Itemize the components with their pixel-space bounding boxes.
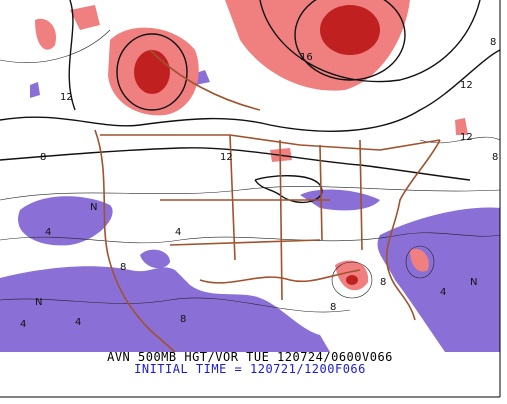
contour-label: 4 [75,317,81,328]
caption-line-1: AVN 500MB HGT/VOR TUE 120724/0600V066 [107,350,393,364]
contour-label: 4 [20,319,26,330]
contour-label: N [90,202,97,213]
contour-label: N [35,297,42,308]
contour-label: 8 [40,152,46,163]
borders [94,49,441,353]
contour-label: 12 [220,152,233,163]
contour-label: 8 [180,314,186,325]
contour-label: 8 [380,277,386,288]
caption-line-2: INITIAL TIME = 120721/1200F066 [134,362,366,376]
contour-label: 12 [60,92,73,103]
contour-label: 12 [460,132,473,143]
contour-label: 8 [330,302,336,313]
contour-label: 8 [492,152,498,163]
contour-label: 12 [460,80,473,91]
vorticity-low [0,70,500,352]
contour-label: 8 [120,262,126,273]
contour-label: N [470,277,477,288]
thin-contours [0,29,501,313]
contour-label: 4 [175,227,181,238]
contour-label: 4 [440,287,446,298]
contour-label: 16 [300,52,313,63]
height-contours [0,0,501,204]
contour-label: 4 [45,227,51,238]
contour-label: 8 [490,37,496,48]
